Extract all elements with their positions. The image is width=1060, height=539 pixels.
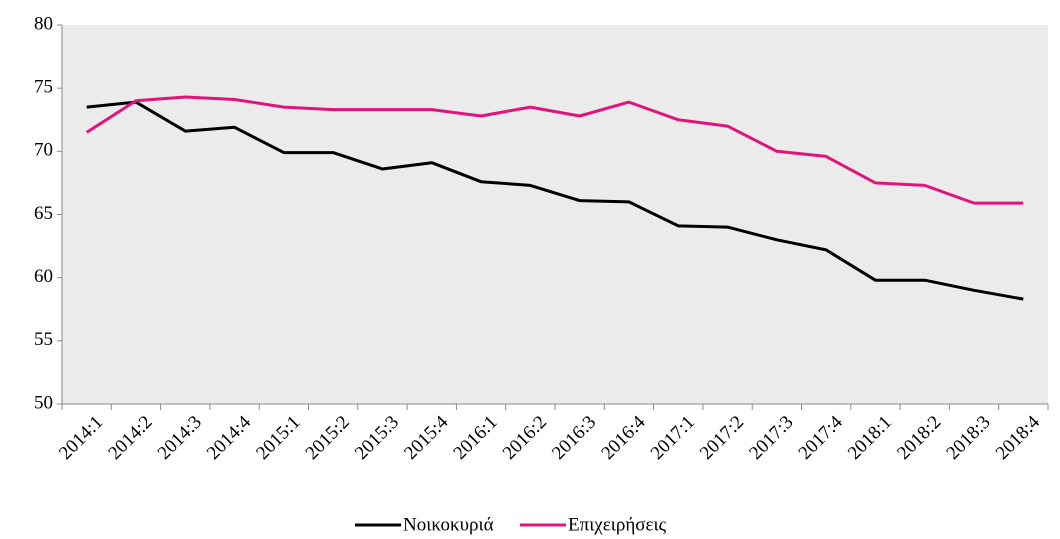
- y-tick-label: 50: [34, 392, 53, 413]
- y-tick-label: 65: [34, 203, 53, 224]
- x-tick-label: 2018:4: [992, 411, 1045, 464]
- x-tick-label: 2018:1: [844, 412, 896, 464]
- x-tick-label: 2016:3: [548, 412, 600, 464]
- x-tick-label: 2016:4: [597, 411, 650, 464]
- y-tick-label: 55: [34, 329, 53, 350]
- x-tick-label: 2017:1: [647, 412, 699, 464]
- x-tick-label: 2017:2: [696, 412, 748, 464]
- y-tick-label: 75: [34, 77, 53, 98]
- y-tick-label: 70: [34, 140, 53, 161]
- x-tick-label: 2017:4: [795, 411, 848, 464]
- x-tick-label: 2016:2: [499, 412, 551, 464]
- x-tick-label: 2015:1: [252, 412, 304, 464]
- x-tick-label: 2014:1: [55, 412, 107, 464]
- y-tick-label: 80: [34, 13, 53, 34]
- x-tick-label: 2014:2: [104, 412, 156, 464]
- y-tick-label: 60: [34, 266, 53, 287]
- x-tick-label: 2016:1: [449, 412, 501, 464]
- legend-label: Επιχειρήσεις: [568, 514, 667, 535]
- series-line: [85, 95, 1024, 205]
- x-tick-label: 2015:4: [400, 411, 453, 464]
- x-tick-label: 2014:3: [154, 412, 206, 464]
- plot-area: [62, 25, 1048, 404]
- series-line: [86, 100, 1024, 301]
- x-tick-label: 2018:2: [893, 412, 945, 464]
- x-tick-label: 2015:3: [351, 412, 403, 464]
- x-tick-label: 2014:4: [203, 411, 256, 464]
- x-tick-label: 2017:3: [745, 412, 797, 464]
- x-tick-label: 2015:2: [302, 412, 354, 464]
- x-tick-label: 2018:3: [942, 412, 994, 464]
- legend-label: Νοικοκυριά: [403, 514, 494, 535]
